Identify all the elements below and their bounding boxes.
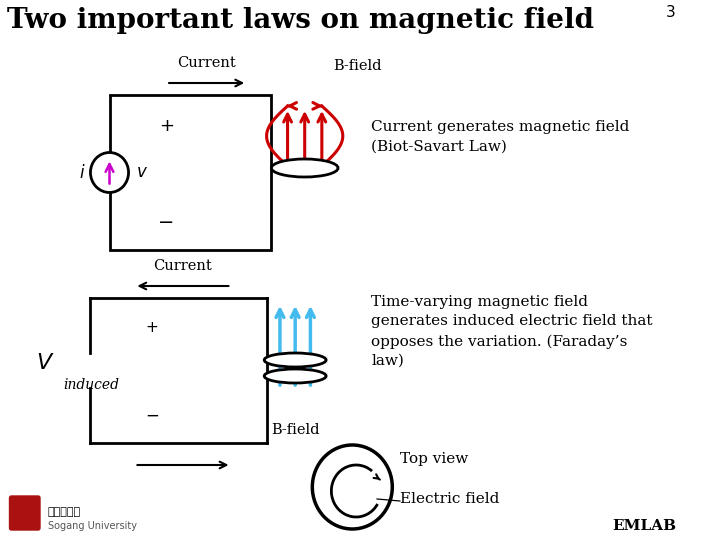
Text: $v$: $v$ xyxy=(136,164,148,181)
FancyBboxPatch shape xyxy=(9,496,40,530)
Text: −: − xyxy=(158,213,174,232)
Text: EMLAB: EMLAB xyxy=(612,519,676,533)
Ellipse shape xyxy=(264,369,326,383)
Text: $i$: $i$ xyxy=(79,164,86,181)
Text: 서강대학교: 서강대학교 xyxy=(48,507,81,517)
Ellipse shape xyxy=(264,353,326,367)
Text: induced: induced xyxy=(64,378,120,392)
Text: +: + xyxy=(145,320,158,335)
Text: Sogang University: Sogang University xyxy=(48,521,137,531)
Text: +: + xyxy=(158,117,174,135)
Text: Current: Current xyxy=(153,259,212,273)
Text: Current: Current xyxy=(177,56,236,70)
Circle shape xyxy=(91,152,129,192)
Bar xyxy=(109,95,271,250)
Circle shape xyxy=(312,445,392,529)
Text: −: − xyxy=(145,407,159,425)
Text: Top view: Top view xyxy=(400,452,468,466)
Text: 3: 3 xyxy=(666,5,676,20)
Ellipse shape xyxy=(271,159,338,177)
Text: B-field: B-field xyxy=(271,423,320,437)
Text: Current generates magnetic field
(Biot-Savart Law): Current generates magnetic field (Biot-S… xyxy=(372,120,630,153)
Text: B-field: B-field xyxy=(333,59,382,73)
Text: Electric field: Electric field xyxy=(400,492,499,506)
Text: Two important laws on magnetic field: Two important laws on magnetic field xyxy=(6,7,594,34)
Text: $V$: $V$ xyxy=(36,352,54,374)
Text: Time-varying magnetic field
generates induced electric field that
opposes the va: Time-varying magnetic field generates in… xyxy=(372,295,653,368)
